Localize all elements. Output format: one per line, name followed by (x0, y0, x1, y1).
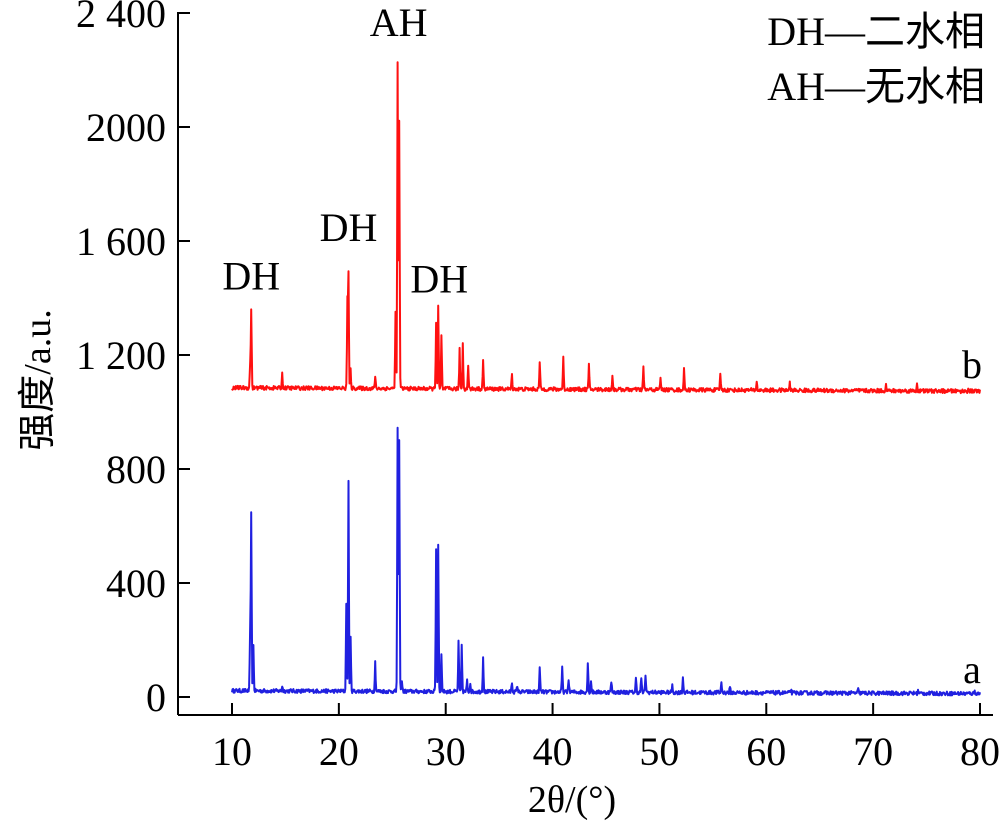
series-line-a (231, 426, 981, 697)
peak-label-dh-1: DH (320, 205, 378, 250)
x-tick-label-20: 20 (319, 729, 359, 774)
y-tick-label-2400: 2 400 (76, 0, 166, 36)
series-line-b (231, 61, 981, 395)
legend: DH—二水相 AH—无水相 (767, 9, 985, 109)
x-tick-label-80: 80 (960, 729, 1000, 774)
y-tick-label-2000: 2000 (86, 105, 166, 150)
peak-label-dh-0: DH (222, 253, 280, 298)
peak-label-dh-3: DH (410, 256, 468, 301)
series-label-a: a (963, 647, 981, 692)
series-label-b: b (962, 342, 982, 387)
legend-entry-dh: DH—二水相 (767, 9, 985, 54)
legend-entry-ah: AH—无水相 (767, 64, 985, 109)
series-layer (231, 61, 981, 697)
y-tick-label-400: 400 (106, 561, 166, 606)
y-axis-title: 强度/a.u. (17, 309, 59, 450)
annotation-layer: DH DH AH DH (222, 0, 468, 301)
x-tick-label-30: 30 (426, 729, 466, 774)
y-tick-label-1200: 1 200 (76, 333, 166, 378)
x-tick-label-10: 10 (212, 729, 252, 774)
peak-label-ah-2: AH (370, 0, 428, 45)
x-tick-label-60: 60 (746, 729, 786, 774)
y-tick-label-800: 800 (106, 447, 166, 492)
plot-frame (177, 12, 993, 716)
y-tick-label-0: 0 (146, 675, 166, 720)
x-tick-label-50: 50 (639, 729, 679, 774)
x-tick-label-70: 70 (853, 729, 893, 774)
x-tick-label-40: 40 (533, 729, 573, 774)
y-tick-label-1600: 1 600 (76, 219, 166, 264)
x-axis-title: 2θ/(°) (528, 779, 616, 821)
